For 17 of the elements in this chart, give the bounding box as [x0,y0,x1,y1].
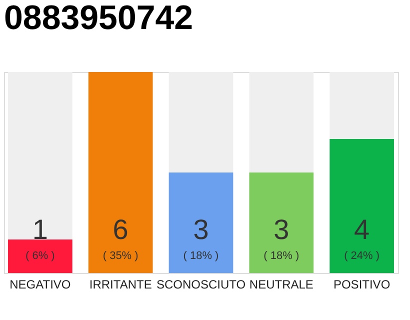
annotation: ( 18% ) [264,250,300,262]
x-tick-label: NEUTRALE [249,278,314,292]
annotation: ( 35% ) [102,250,138,262]
data-label: 4 [354,214,370,245]
data-label: 6 [112,214,128,245]
annotation: ( 6% ) [26,250,55,262]
x-tick-label: SCONOSCIUTO [156,278,246,292]
data-label: 3 [274,214,290,245]
x-tick-label: POSITIVO [333,278,390,292]
x-tick-label: IRRITANTE [89,278,152,292]
data-label: 1 [32,214,48,245]
x-tick-label: NEGATIVO [10,278,71,292]
bar [8,240,72,273]
data-label: 3 [193,214,209,245]
annotation: ( 24% ) [344,250,380,262]
annotation: ( 18% ) [183,250,219,262]
chart-title: 0883950742 [4,0,194,37]
